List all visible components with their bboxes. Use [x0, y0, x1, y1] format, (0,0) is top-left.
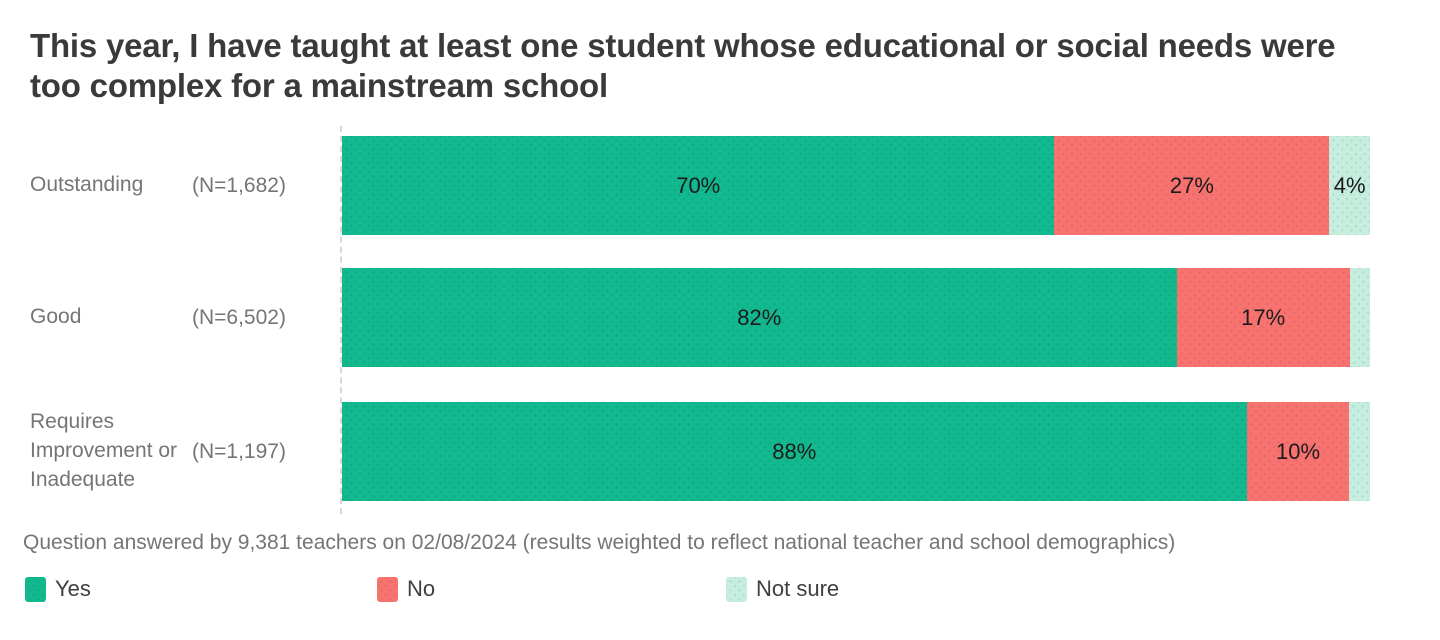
legend-item-not-sure: Not sure	[726, 572, 839, 606]
bar-segment-yes: 88%	[342, 402, 1247, 501]
axis-baseline	[340, 126, 342, 514]
category-label: Good	[30, 305, 82, 329]
bar-segment-yes: 82%	[342, 268, 1177, 367]
legend-label-not-sure: Not sure	[756, 576, 840, 601]
segment-value-label: 27%	[1169, 172, 1214, 198]
chart-row: Requires Improvement or Inadequate (N=1,1…	[0, 402, 1440, 501]
category-label: Requires Improvement or Inadequate	[30, 410, 178, 491]
legend-item-no: No	[377, 572, 435, 606]
segment-value-label: 70%	[676, 172, 721, 198]
sample-size-label: (N=1,197)	[192, 439, 286, 463]
bar-segment-yes: 70%	[342, 136, 1055, 235]
chart-row: Good (N=6,502) 82% 17%	[0, 268, 1440, 367]
stacked-bar: 88% 10%	[342, 402, 1370, 501]
segment-value-label: 17%	[1241, 304, 1286, 330]
chart-row: Outstanding (N=1,682) 70% 27% 4%	[0, 136, 1440, 235]
bar-segment-no: 17%	[1176, 268, 1350, 367]
legend-label-no: No	[407, 576, 436, 601]
legend-swatch-no	[377, 576, 398, 602]
legend: Yes No Not sure	[0, 572, 1440, 606]
legend-item-yes: Yes	[25, 572, 91, 606]
bar-segment-no: 10%	[1246, 402, 1350, 501]
segment-value-label: 10%	[1276, 438, 1321, 464]
legend-swatch-yes	[25, 576, 46, 602]
chart-title: This year, I have taught at least one st…	[30, 27, 1336, 104]
sample-size-label: (N=1,682)	[192, 173, 286, 197]
bar-segment-not-sure: 4%	[1329, 136, 1370, 235]
stacked-bar: 82% 17%	[342, 268, 1370, 367]
footnote: Question answered by 9,381 teachers on 0…	[23, 531, 1176, 554]
legend-swatch-not-sure	[726, 576, 747, 602]
legend-label-yes: Yes	[55, 576, 91, 601]
sample-size-label: (N=6,502)	[192, 305, 286, 329]
category-label: Outstanding	[30, 173, 144, 197]
bar-segment-no: 27%	[1054, 136, 1330, 235]
segment-value-label: 82%	[737, 304, 782, 330]
segment-value-label: 88%	[772, 438, 817, 464]
stacked-bar: 70% 27% 4%	[342, 136, 1370, 235]
bar-segment-not-sure	[1349, 268, 1370, 367]
segment-value-label: 4%	[1333, 172, 1366, 198]
bar-segment-not-sure	[1349, 402, 1370, 501]
